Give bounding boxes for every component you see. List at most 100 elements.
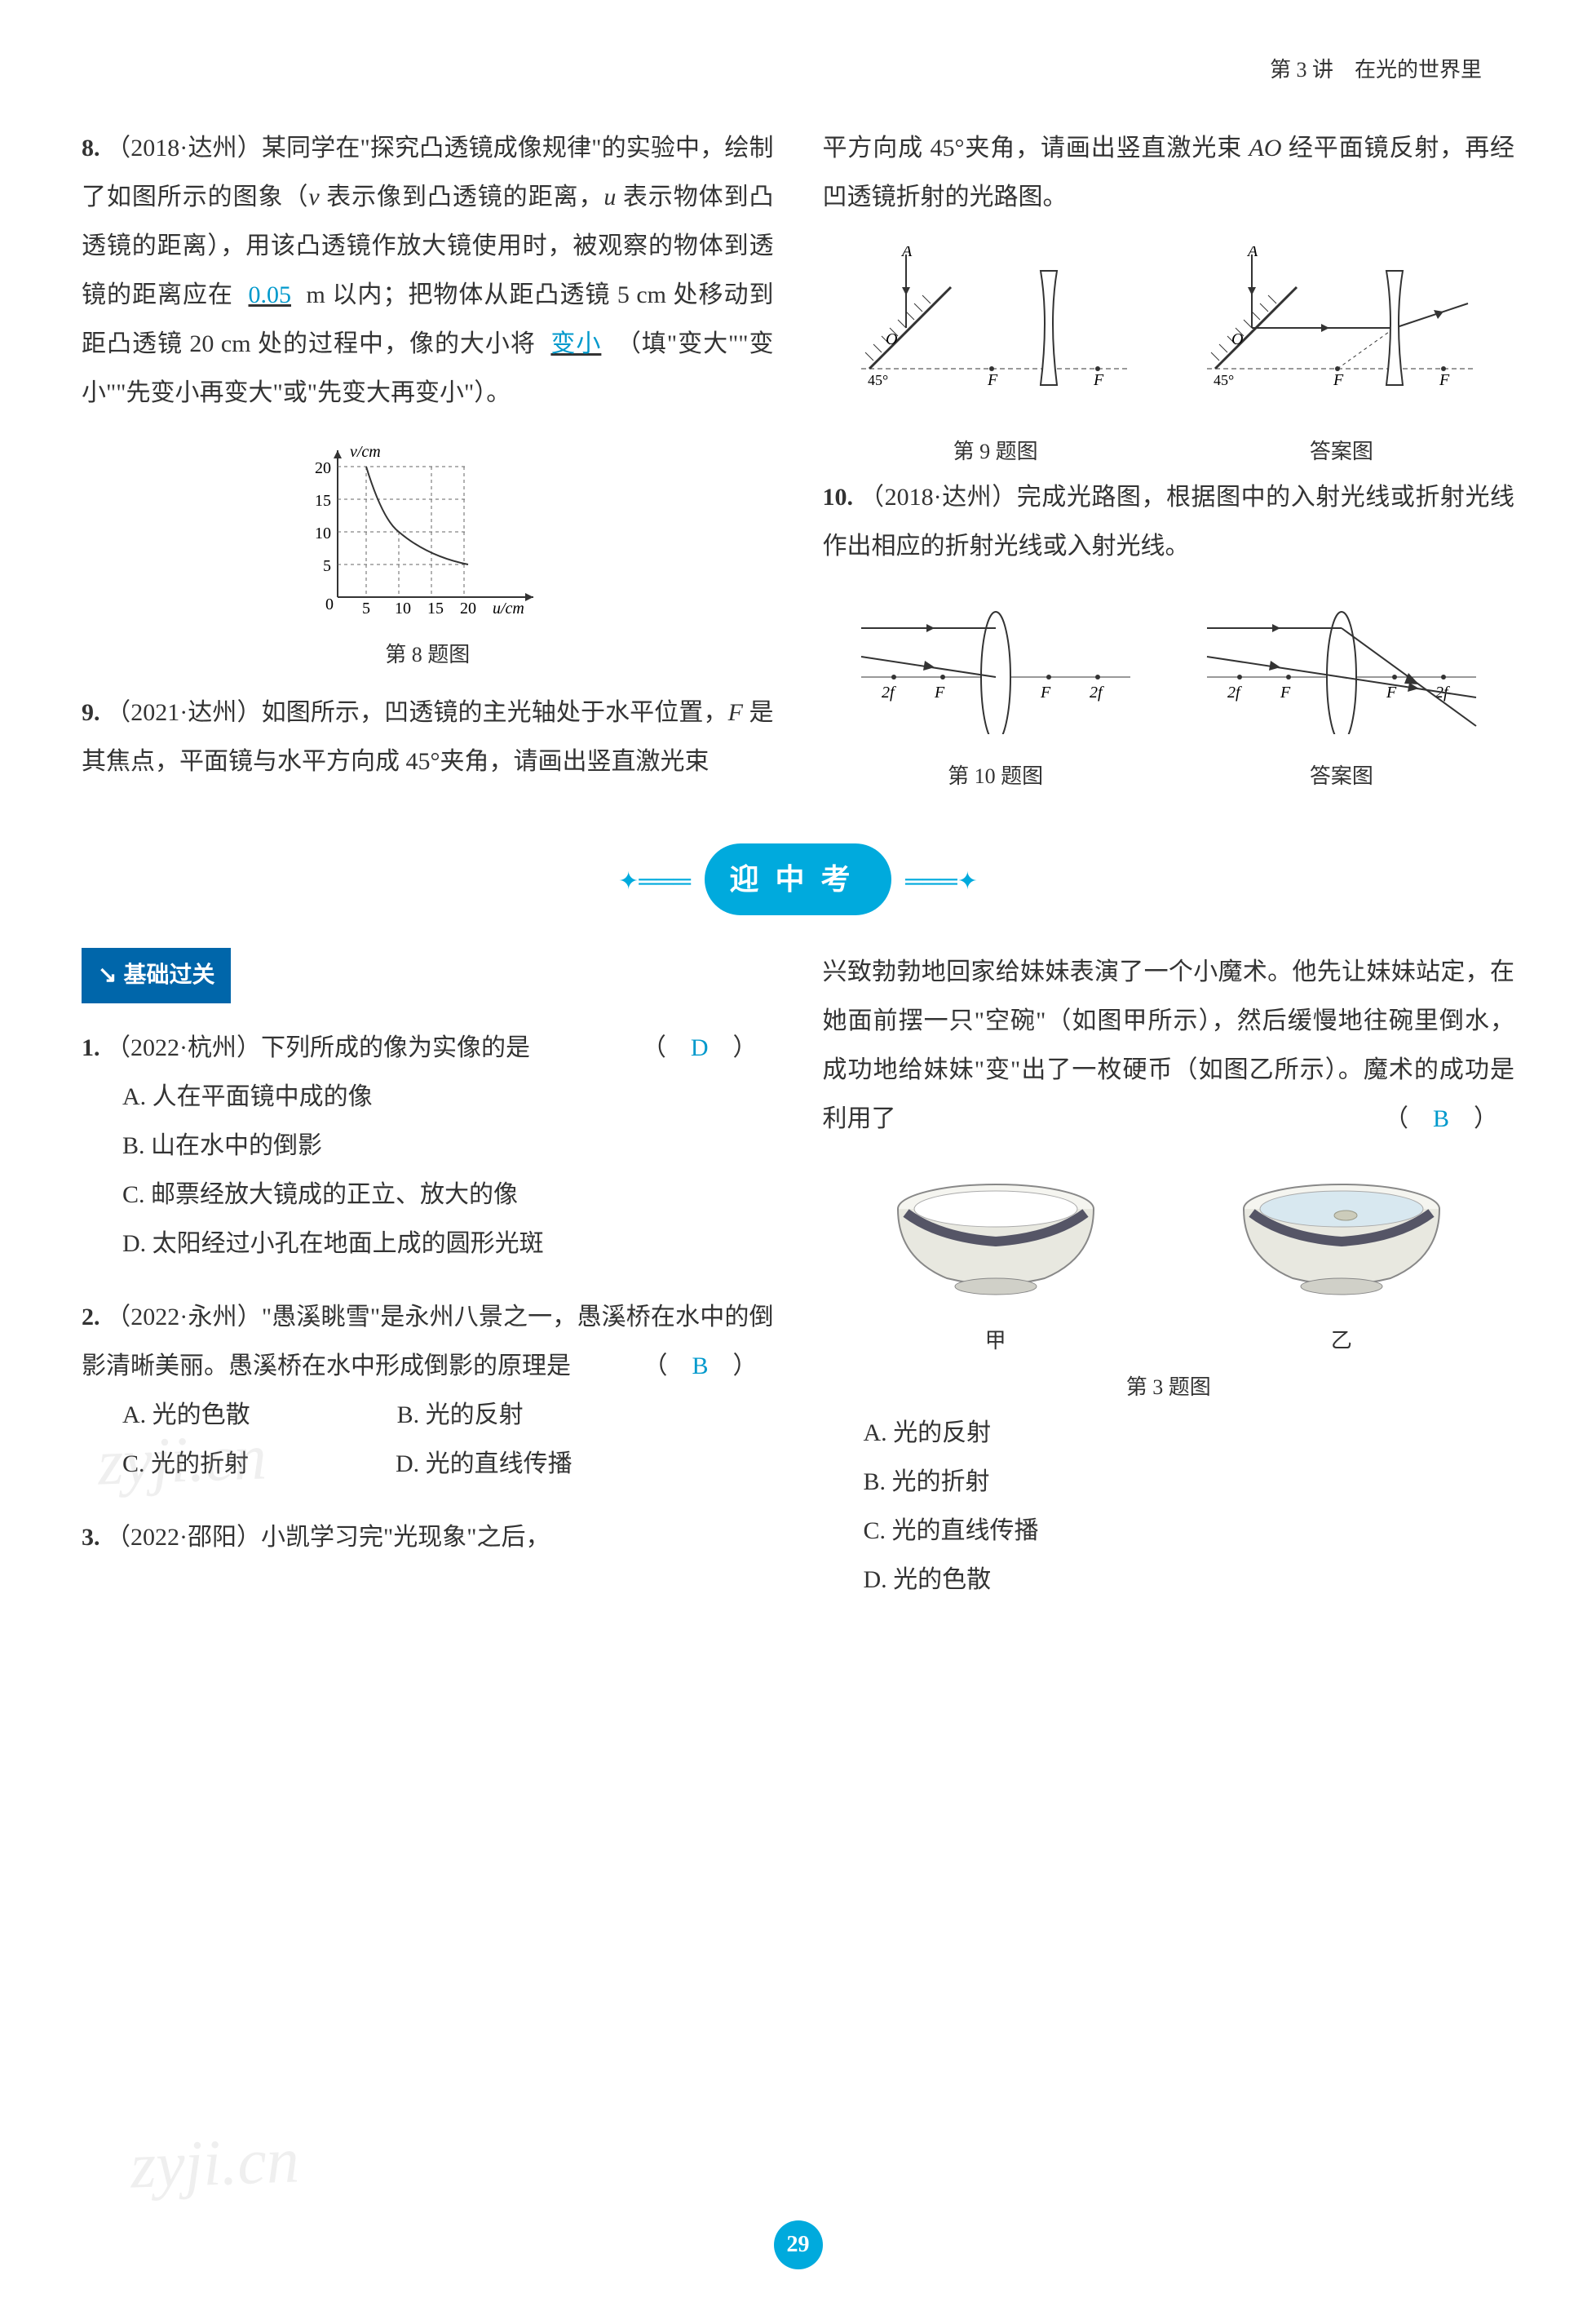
q3-bowl2-svg [1227,1168,1456,1299]
q1-text: 下列所成的像为实像的是 [261,1034,530,1061]
banner-text: 迎中考 [705,843,891,915]
star-icon-left: ✦═══ [618,868,691,895]
subsection-header: ↘基础过关 [82,948,231,1003]
svg-text:F: F [934,684,945,702]
svg-text:5: 5 [362,600,370,618]
q8-figure-label: 第 8 题图 [82,634,774,676]
q9-var-F: F [728,699,743,726]
q3-bowl-right: 乙 [1227,1168,1456,1362]
q10-diagram-left-svg: 2f F F 2f [853,595,1138,734]
left-column-top: 8. （2018·达州）某同学在"探究凸透镜成像规律"的实验中，绘制了如图所示的… [82,124,774,811]
page-header: 第 3 讲 在光的世界里 [82,49,1514,91]
q2-options: A. 光的色散 B. 光的反射 C. 光的折射 D. 光的直线传播 [122,1391,774,1489]
watermark-2: zyji.cn [128,2095,301,2231]
q9-text-p1: 如图所示，凹透镜的主光轴处于水平位置， [262,699,728,726]
star-icon-right: ═══✦ [905,868,978,895]
q9-figures: A O 45° F F 第 9 题图 [823,246,1515,473]
chapter-title: 第 3 讲 在光的世界里 [1270,58,1482,82]
q8-number: 8. [82,135,100,162]
q2-answer-paren: （ B ） [643,1342,757,1391]
question-8: 8. （2018·达州）某同学在"探究凸透镜成像规律"的实验中，绘制了如图所示的… [82,124,774,418]
q10-figures: 2f F F 2f 第 10 题图 [823,595,1515,798]
right-column-bottom: 兴致勃勃地回家给妹妹表演了一个小魔术。他先让妹妹站定，在她面前摆一只"空碗"（如… [823,948,1515,1605]
q3-label-jia: 甲 [882,1320,1110,1362]
q2-source: （2022·永州） [106,1304,262,1330]
q3-answer-paren: （ B ） [1384,1095,1498,1144]
q8-answer2: 变小 [550,330,601,357]
top-content: 8. （2018·达州）某同学在"探究凸透镜成像规律"的实验中，绘制了如图所示的… [82,124,1514,811]
svg-text:10: 10 [315,525,331,542]
left-column-bottom: ↘基础过关 1. （2022·杭州）下列所成的像为实像的是 （ D ） A. 人… [82,948,774,1605]
page-number: 29 [774,2220,823,2269]
svg-text:u/cm: u/cm [493,600,524,618]
q1-option-c: C. 邮票经放大镜成的正立、放大的像 [122,1171,774,1220]
svg-text:A: A [1246,246,1258,260]
svg-text:20: 20 [315,459,331,477]
q9-figure-right: A O 45° F F 答案图 [1199,246,1484,473]
q8-var-u: u [603,184,616,210]
svg-text:A: A [900,246,913,260]
q3-figure-label: 第 3 题图 [823,1366,1515,1409]
arrow-icon: ↘ [98,953,117,998]
q3-answer: B [1433,1105,1449,1132]
q1-option-d: D. 太阳经过小孔在地面上成的圆形光斑 [122,1220,774,1268]
q10-right-label: 答案图 [1199,755,1484,798]
question-3-start: 3. （2022·邵阳）小凯学习完"光现象"之后， [82,1513,774,1562]
q2-option-c: C. 光的折射 [122,1440,249,1489]
svg-text:10: 10 [395,600,411,618]
svg-text:O: O [886,330,897,348]
q9-var-AO: AO [1249,135,1282,162]
q3-option-b: B. 光的折射 [864,1458,1515,1507]
q3-label-yi: 乙 [1227,1320,1456,1362]
q3-options: A. 光的反射 B. 光的折射 C. 光的直线传播 D. 光的色散 [864,1409,1515,1605]
q3-bowl-left: 甲 [882,1168,1110,1362]
q8-figure: v/cm u/cm 0 5 10 15 20 5 10 15 20 [82,442,774,676]
svg-text:F: F [1093,371,1104,389]
q9-source: （2021·达州） [106,699,262,726]
q10-figure-left: 2f F F 2f 第 10 题图 [853,595,1138,798]
svg-text:0: 0 [325,595,334,613]
question-2: 2. （2022·永州）"愚溪眺雪"是永州八景之一，愚溪桥在水中的倒影清晰美丽。… [82,1293,774,1489]
question-9: 9. （2021·达州）如图所示，凹透镜的主光轴处于水平位置，F 是其焦点，平面… [82,688,774,786]
bottom-content: ↘基础过关 1. （2022·杭州）下列所成的像为实像的是 （ D ） A. 人… [82,948,1514,1605]
svg-text:45°: 45° [1214,372,1234,388]
q1-option-a: A. 人在平面镜中成的像 [122,1073,774,1122]
q3-number: 3. [82,1524,100,1551]
q2-option-d: D. 光的直线传播 [396,1440,573,1489]
q3-option-c: C. 光的直线传播 [864,1507,1515,1556]
svg-text:45°: 45° [868,372,888,388]
q10-diagram-right-svg: 2f F F 2f [1199,595,1484,734]
q1-source: （2022·杭州） [106,1034,261,1061]
q3-source: （2022·邵阳） [106,1524,261,1551]
svg-text:2f: 2f [1090,684,1104,702]
q9-figure-left: A O 45° F F 第 9 题图 [853,246,1138,473]
q1-number: 1. [82,1034,100,1061]
svg-text:F: F [1333,371,1344,389]
q9-diagram-left-svg: A O 45° F F [853,246,1138,409]
question-3-cont: 兴致勃勃地回家给妹妹表演了一个小魔术。他先让妹妹站定，在她面前摆一只"空碗"（如… [823,948,1515,1144]
question-1: 1. （2022·杭州）下列所成的像为实像的是 （ D ） A. 人在平面镜中成… [82,1024,774,1268]
q2-option-b: B. 光的反射 [397,1391,524,1440]
q9-diagram-right-svg: A O 45° F F [1199,246,1484,409]
q10-source: （2018·达州） [860,484,1017,511]
svg-text:F: F [987,371,998,389]
q8-text-p2: 表示像到凸透镜的距离， [320,184,604,210]
q9-left-label: 第 9 题图 [853,431,1138,473]
right-column-top: 平方向成 45°夹角，请画出竖直激光束 AO 经平面镜反射，再经凹透镜折射的光路… [823,124,1515,811]
q3-text-left: 小凯学习完"光现象"之后， [261,1524,550,1551]
q1-options: A. 人在平面镜中成的像 B. 山在水中的倒影 C. 邮票经放大镜成的正立、放大… [122,1073,774,1268]
q3-option-a: A. 光的反射 [864,1409,1515,1458]
q10-left-label: 第 10 题图 [853,755,1138,798]
q8-chart-svg: v/cm u/cm 0 5 10 15 20 5 10 15 20 [305,442,550,630]
q10-number: 10. [823,484,854,511]
svg-text:F: F [1280,684,1291,702]
q9-number: 9. [82,699,100,726]
svg-text:5: 5 [323,557,331,575]
q1-option-b: B. 山在水中的倒影 [122,1122,774,1171]
q3-bowl1-svg [882,1168,1110,1299]
q8-answer1: 0.05 [249,281,292,308]
question-10: 10. （2018·达州）完成光路图，根据图中的入射光线或折射光线作出相应的折射… [823,473,1515,571]
svg-text:15: 15 [315,492,331,510]
svg-text:F: F [1040,684,1051,702]
svg-text:F: F [1439,371,1450,389]
